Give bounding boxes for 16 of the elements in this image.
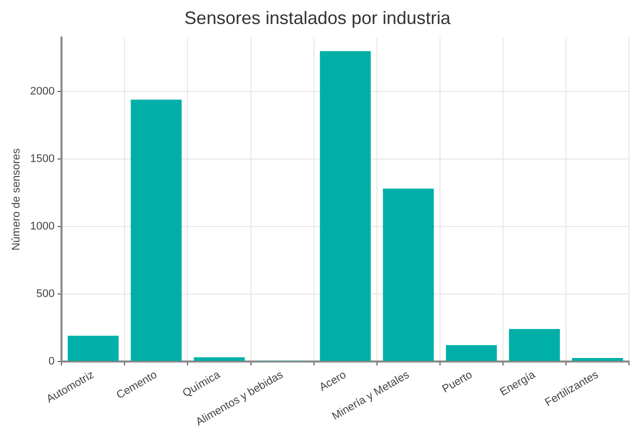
- bar: [130, 100, 182, 361]
- y-tick-label: 1000: [30, 220, 55, 232]
- bar: [194, 357, 245, 361]
- bar: [572, 358, 623, 361]
- x-tick-label: Acero: [317, 368, 348, 394]
- y-tick-label: 0: [48, 355, 55, 368]
- bar: [508, 328, 560, 361]
- bar: [68, 336, 119, 361]
- y-tick-label: 500: [36, 288, 55, 300]
- y-tick-label: 2000: [30, 86, 55, 98]
- y-tick-label: 1500: [30, 153, 55, 166]
- y-axis-title: Número de sensores: [10, 148, 23, 251]
- chart-title: Sensores instalados por industria: [184, 8, 452, 28]
- bar: [320, 51, 371, 361]
- bar: [382, 188, 434, 361]
- bar: [446, 345, 497, 361]
